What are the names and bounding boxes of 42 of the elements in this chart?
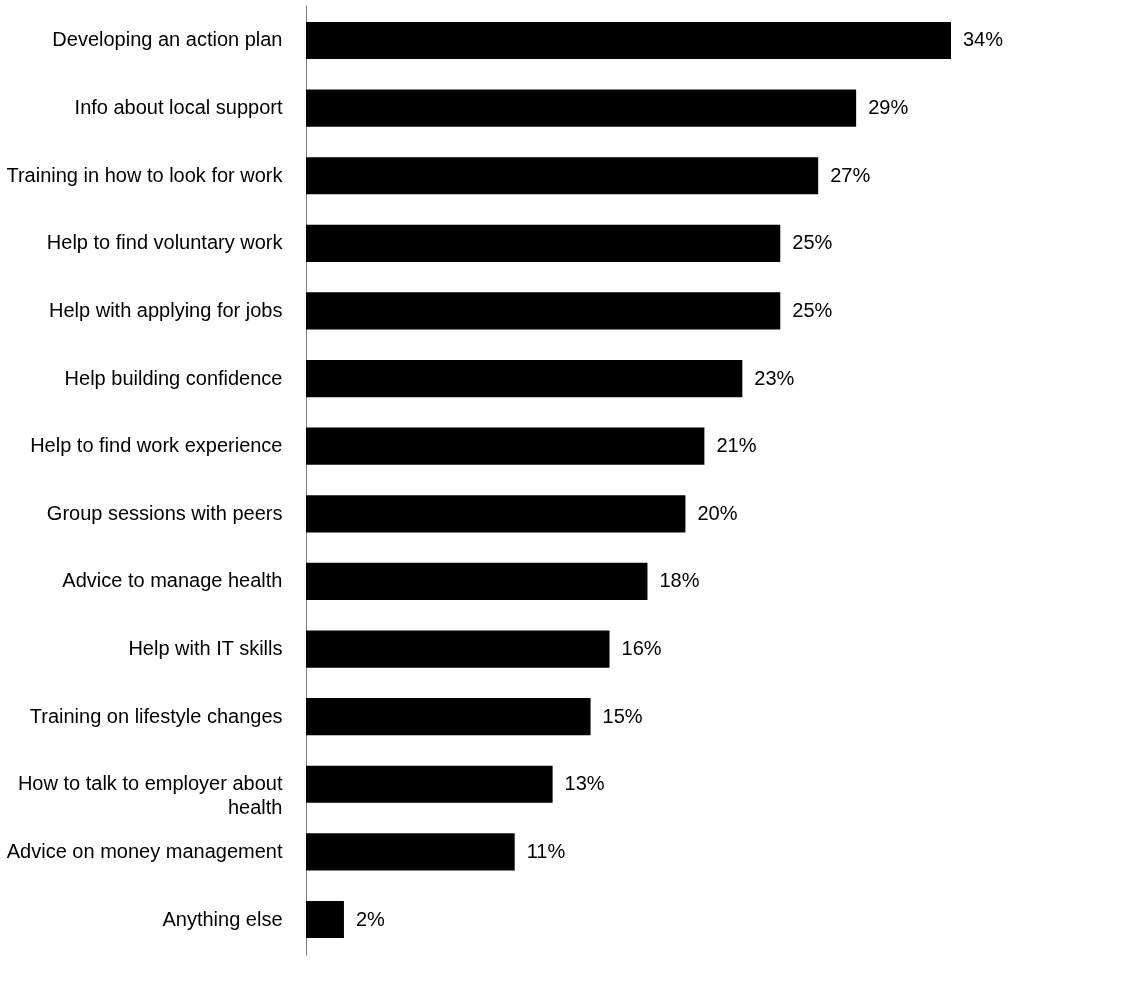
bar <box>306 157 819 195</box>
y-tick-label: Developing an action plan <box>52 28 283 51</box>
y-tick-label: Advice to manage health <box>62 569 283 592</box>
bar <box>306 21 951 60</box>
data-label: 2% <box>355 907 386 930</box>
data-label: 25% <box>792 298 833 321</box>
bar <box>306 427 705 465</box>
data-label: 29% <box>868 96 909 119</box>
y-tick-label: How to talk to employer about health <box>17 772 283 819</box>
y-tick-label: Help to find work experience <box>30 434 283 457</box>
data-label: 20% <box>697 501 738 524</box>
data-label: 23% <box>754 366 795 389</box>
data-label: 13% <box>564 772 605 795</box>
bar <box>306 630 610 668</box>
bar <box>306 495 686 533</box>
bar <box>306 292 781 330</box>
data-label: 11% <box>526 839 566 862</box>
bar <box>306 224 781 262</box>
bar <box>306 698 591 736</box>
y-tick-label: Training on lifestyle changes <box>29 704 283 727</box>
y-tick-label: Training in how to look for work <box>6 163 284 186</box>
bar <box>306 359 743 398</box>
y-tick-label: Help with applying for jobs <box>49 298 283 321</box>
data-label: 21% <box>716 434 757 457</box>
data-label: 34% <box>963 28 1004 51</box>
data-label: 16% <box>621 637 662 660</box>
bar <box>306 89 857 127</box>
y-tick-label: Help building confidence <box>64 366 283 389</box>
y-tick-label: Anything else <box>162 907 283 930</box>
bar <box>306 562 648 601</box>
y-tick-label: Advice on money management <box>6 839 283 862</box>
y-tick-label: Info about local support <box>74 96 283 119</box>
y-tick-label: Help with IT skills <box>128 637 283 660</box>
data-label: 18% <box>659 569 700 592</box>
bar <box>306 765 553 803</box>
data-label: 27% <box>830 163 871 186</box>
bar <box>306 833 515 871</box>
y-tick-label: Group sessions with peers <box>46 501 283 524</box>
y-tick-label: Help to find voluntary work <box>46 231 284 254</box>
data-label: 15% <box>602 704 643 727</box>
data-label: 25% <box>792 231 833 254</box>
bar <box>306 900 344 939</box>
